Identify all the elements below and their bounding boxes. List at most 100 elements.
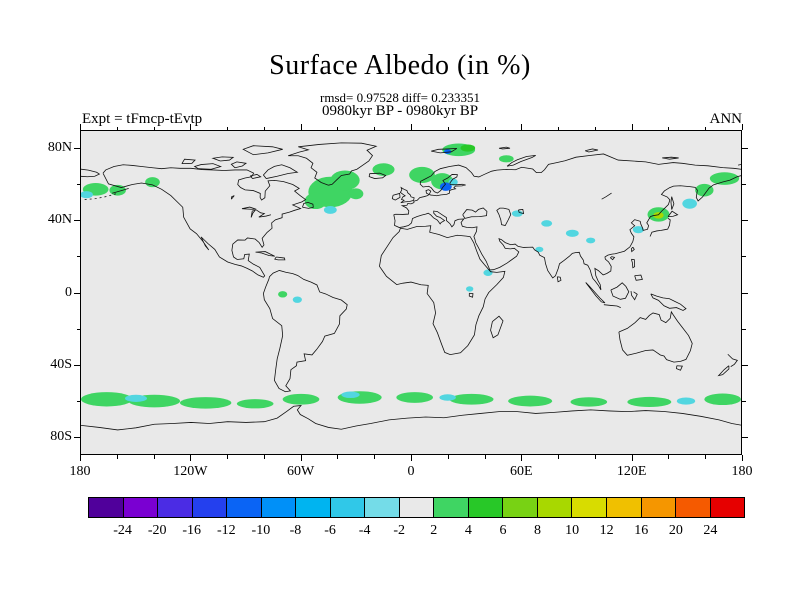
axis-tick [742, 184, 746, 186]
anomaly-patch [565, 229, 579, 237]
axis-tick [484, 126, 486, 130]
axis-tick [742, 148, 748, 150]
coastline [738, 164, 741, 165]
colorbar-segment [260, 498, 296, 517]
colorbar-segment [89, 498, 123, 517]
axis-tick [227, 126, 229, 130]
colorbar-label: 2 [430, 523, 438, 538]
colorbar-label: -16 [182, 523, 202, 538]
axis-tick [742, 364, 748, 366]
axis-tick [558, 455, 560, 459]
coastline [81, 406, 741, 430]
colorbar-label: 24 [703, 523, 718, 538]
anomaly-patch [709, 172, 740, 185]
coastline [668, 211, 678, 216]
coastline [213, 157, 233, 161]
anomaly-patch [682, 198, 697, 209]
coastline [602, 193, 612, 199]
coastline [112, 188, 129, 193]
anomaly-patch [511, 210, 523, 217]
axis-tick [116, 126, 118, 130]
colorbar-label: 12 [599, 523, 614, 538]
axis-tick [742, 400, 746, 402]
axis-tick [411, 455, 412, 461]
coastline [518, 209, 523, 213]
colorbar-label: 6 [499, 523, 507, 538]
coastline [651, 294, 686, 311]
anomaly-patch [483, 269, 493, 276]
lon-tick-label: 180 [69, 464, 91, 479]
axis-tick [558, 126, 560, 130]
chart-title: Surface Albedo (in %) [269, 50, 531, 81]
axis-tick [742, 220, 748, 222]
colorbar-segment [329, 498, 365, 517]
coastline [288, 143, 376, 185]
coastline [631, 291, 637, 300]
coastline [586, 282, 605, 302]
colorbar-label: -24 [113, 523, 132, 538]
coastline [604, 305, 621, 308]
coastline [619, 312, 692, 362]
axis-tick [521, 455, 523, 461]
axis-tick [74, 292, 80, 294]
axis-tick [263, 126, 265, 130]
lon-tick-label: 60E [510, 464, 533, 479]
colorbar-segment [605, 498, 641, 517]
coastline [231, 162, 246, 168]
period-label: 0980kyr BP - 0980kyr BP [321, 103, 479, 119]
coastline [263, 270, 347, 391]
coastline [103, 165, 306, 278]
coastline [256, 252, 275, 257]
anomaly-patch [695, 183, 714, 197]
axis-tick [74, 364, 80, 366]
anomaly-patch [676, 397, 696, 405]
colorbar-label: -6 [324, 523, 336, 538]
world-map-svg [81, 131, 741, 454]
coastline [676, 366, 682, 370]
anomaly-patch [439, 182, 452, 191]
colorbar-segment [157, 498, 192, 517]
colorbar-segment [398, 498, 434, 517]
axis-tick [705, 455, 707, 459]
lon-tick-label: 180 [731, 464, 753, 479]
coastline [251, 174, 261, 178]
coastline [610, 257, 614, 260]
coastline [251, 210, 255, 217]
coastline [719, 366, 729, 376]
colorbar-segment [467, 498, 503, 517]
axis-tick [447, 126, 449, 130]
coastline [507, 155, 536, 166]
anomaly-patch [448, 178, 458, 186]
colorbar-label: 10 [565, 523, 580, 538]
anomaly-patch [145, 177, 160, 188]
axis-tick [594, 455, 596, 459]
colorbar-label: 20 [668, 523, 683, 538]
anomaly-patch [466, 286, 474, 292]
lon-tick-label: 120W [173, 464, 208, 479]
coastline [302, 202, 313, 208]
coastline [81, 169, 99, 177]
axis-tick [300, 124, 302, 130]
coastline [635, 275, 643, 280]
axis-tick [742, 256, 746, 258]
axis-tick [76, 328, 80, 330]
coastline [256, 210, 271, 217]
experiment-label: Expt = tFmcp-tEvtp [82, 111, 203, 127]
coastline [497, 208, 511, 225]
axis-tick [742, 436, 748, 438]
rmsd-diff-stats: rmsd= 0.97528 diff= 0.233351 [320, 90, 480, 105]
colorbar-segment [571, 498, 606, 517]
anomaly-patch [627, 396, 672, 407]
anomaly-patch [449, 393, 494, 405]
anomaly-patch [409, 166, 435, 184]
coastline [182, 159, 195, 163]
axis-tick [668, 126, 670, 130]
coastline [242, 207, 256, 209]
lat-tick-label: 0 [65, 284, 72, 300]
colorbar-label: -4 [358, 523, 371, 538]
coastline [379, 226, 504, 355]
axis-tick [190, 455, 192, 461]
axis-tick [447, 455, 449, 459]
axis-tick [76, 400, 80, 402]
